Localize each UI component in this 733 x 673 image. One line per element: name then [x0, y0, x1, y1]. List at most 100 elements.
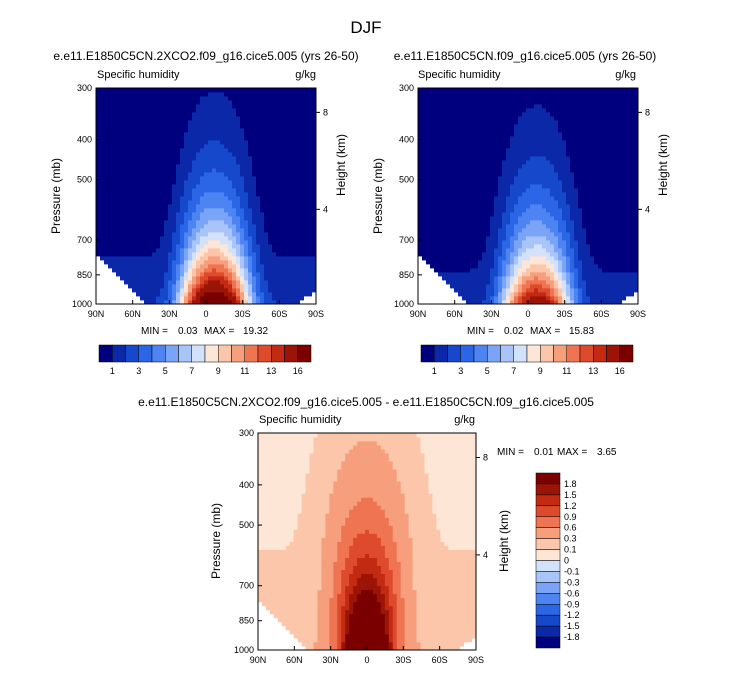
field-cell	[176, 116, 181, 121]
field-cell	[240, 92, 245, 97]
field-cell	[308, 108, 313, 113]
field-cell	[192, 292, 197, 297]
field-cell	[442, 228, 447, 233]
field-cell	[280, 188, 285, 193]
field-cell	[494, 296, 499, 301]
field-cell	[160, 256, 165, 261]
field-cell	[136, 164, 141, 169]
field-cell	[120, 160, 125, 165]
field-cell	[272, 276, 277, 281]
field-cell	[276, 284, 281, 289]
field-cell	[160, 88, 165, 93]
field-cell	[136, 300, 141, 305]
field-cell	[120, 252, 125, 257]
field-cell	[196, 216, 201, 221]
field-cell	[526, 244, 531, 249]
field-cell	[546, 120, 551, 125]
field-cell	[192, 276, 197, 281]
field-cell	[96, 228, 101, 233]
field-cell	[558, 200, 563, 205]
field-cell	[296, 196, 301, 201]
field-cell	[546, 164, 551, 169]
field-cell	[168, 232, 173, 237]
field-cell	[296, 136, 301, 141]
field-cell	[502, 108, 507, 113]
field-cell	[486, 172, 491, 177]
field-cell	[502, 136, 507, 141]
field-cell	[168, 292, 173, 297]
field-cell	[188, 200, 193, 205]
field-cell	[434, 140, 439, 145]
field-cell	[180, 256, 185, 261]
field-cell	[232, 212, 237, 217]
field-cell	[558, 148, 563, 153]
field-cell	[200, 144, 205, 149]
field-cell	[248, 252, 253, 257]
field-cell	[108, 204, 113, 209]
field-cell	[510, 256, 515, 261]
field-cell	[462, 176, 467, 181]
field-cell	[112, 280, 117, 285]
field-cell	[538, 216, 543, 221]
field-cell	[100, 156, 105, 161]
field-cell	[498, 204, 503, 209]
field-cell	[438, 268, 443, 273]
field-cell	[538, 232, 543, 237]
field-cell	[236, 176, 241, 181]
field-cell	[172, 188, 177, 193]
field-cell	[478, 136, 483, 141]
field-cell	[526, 228, 531, 233]
field-cell	[180, 296, 185, 301]
field-cell	[458, 208, 463, 213]
field-cell	[490, 144, 495, 149]
field-cell	[506, 132, 511, 137]
field-cell	[236, 256, 241, 261]
field-cell	[304, 284, 309, 289]
field-cell	[558, 188, 563, 193]
field-cell	[418, 184, 423, 189]
field-cell	[176, 136, 181, 141]
field-cell	[172, 112, 177, 117]
field-cell	[148, 288, 153, 293]
field-cell	[300, 124, 305, 129]
field-cell	[172, 200, 177, 205]
field-cell	[296, 236, 301, 241]
field-cell	[418, 156, 423, 161]
field-cell	[538, 248, 543, 253]
field-cell	[538, 184, 543, 189]
panel-2-title: e.e11.E1850C5CN.f09_g16.cice5.005 (yrs 2…	[394, 49, 657, 63]
field-cell	[308, 208, 313, 213]
field-cell	[454, 220, 459, 225]
field-cell	[240, 296, 245, 301]
field-cell	[208, 180, 213, 185]
field-cell	[526, 236, 531, 241]
field-cell	[224, 264, 229, 269]
field-cell	[426, 116, 431, 121]
field-cell	[518, 176, 523, 181]
field-cell	[550, 216, 555, 221]
field-cell	[104, 136, 109, 141]
field-cell	[104, 228, 109, 233]
field-cell	[120, 184, 125, 189]
field-cell	[458, 268, 463, 273]
field-cell	[248, 256, 253, 261]
field-cell	[422, 168, 427, 173]
field-cell	[438, 184, 443, 189]
field-cell	[498, 252, 503, 257]
field-cell	[510, 252, 515, 257]
field-cell	[276, 216, 281, 221]
field-cell	[216, 164, 221, 169]
field-cell	[184, 196, 189, 201]
field-cell	[132, 156, 137, 161]
field-cell	[280, 192, 285, 197]
field-cell	[116, 140, 121, 145]
field-cell	[308, 124, 313, 129]
field-cell	[526, 188, 531, 193]
field-cell	[268, 196, 273, 201]
field-cell	[192, 192, 197, 197]
field-cell	[276, 264, 281, 269]
field-cell	[554, 204, 559, 209]
field-cell	[116, 268, 121, 273]
field-cell	[522, 204, 527, 209]
field-cell	[228, 300, 233, 305]
